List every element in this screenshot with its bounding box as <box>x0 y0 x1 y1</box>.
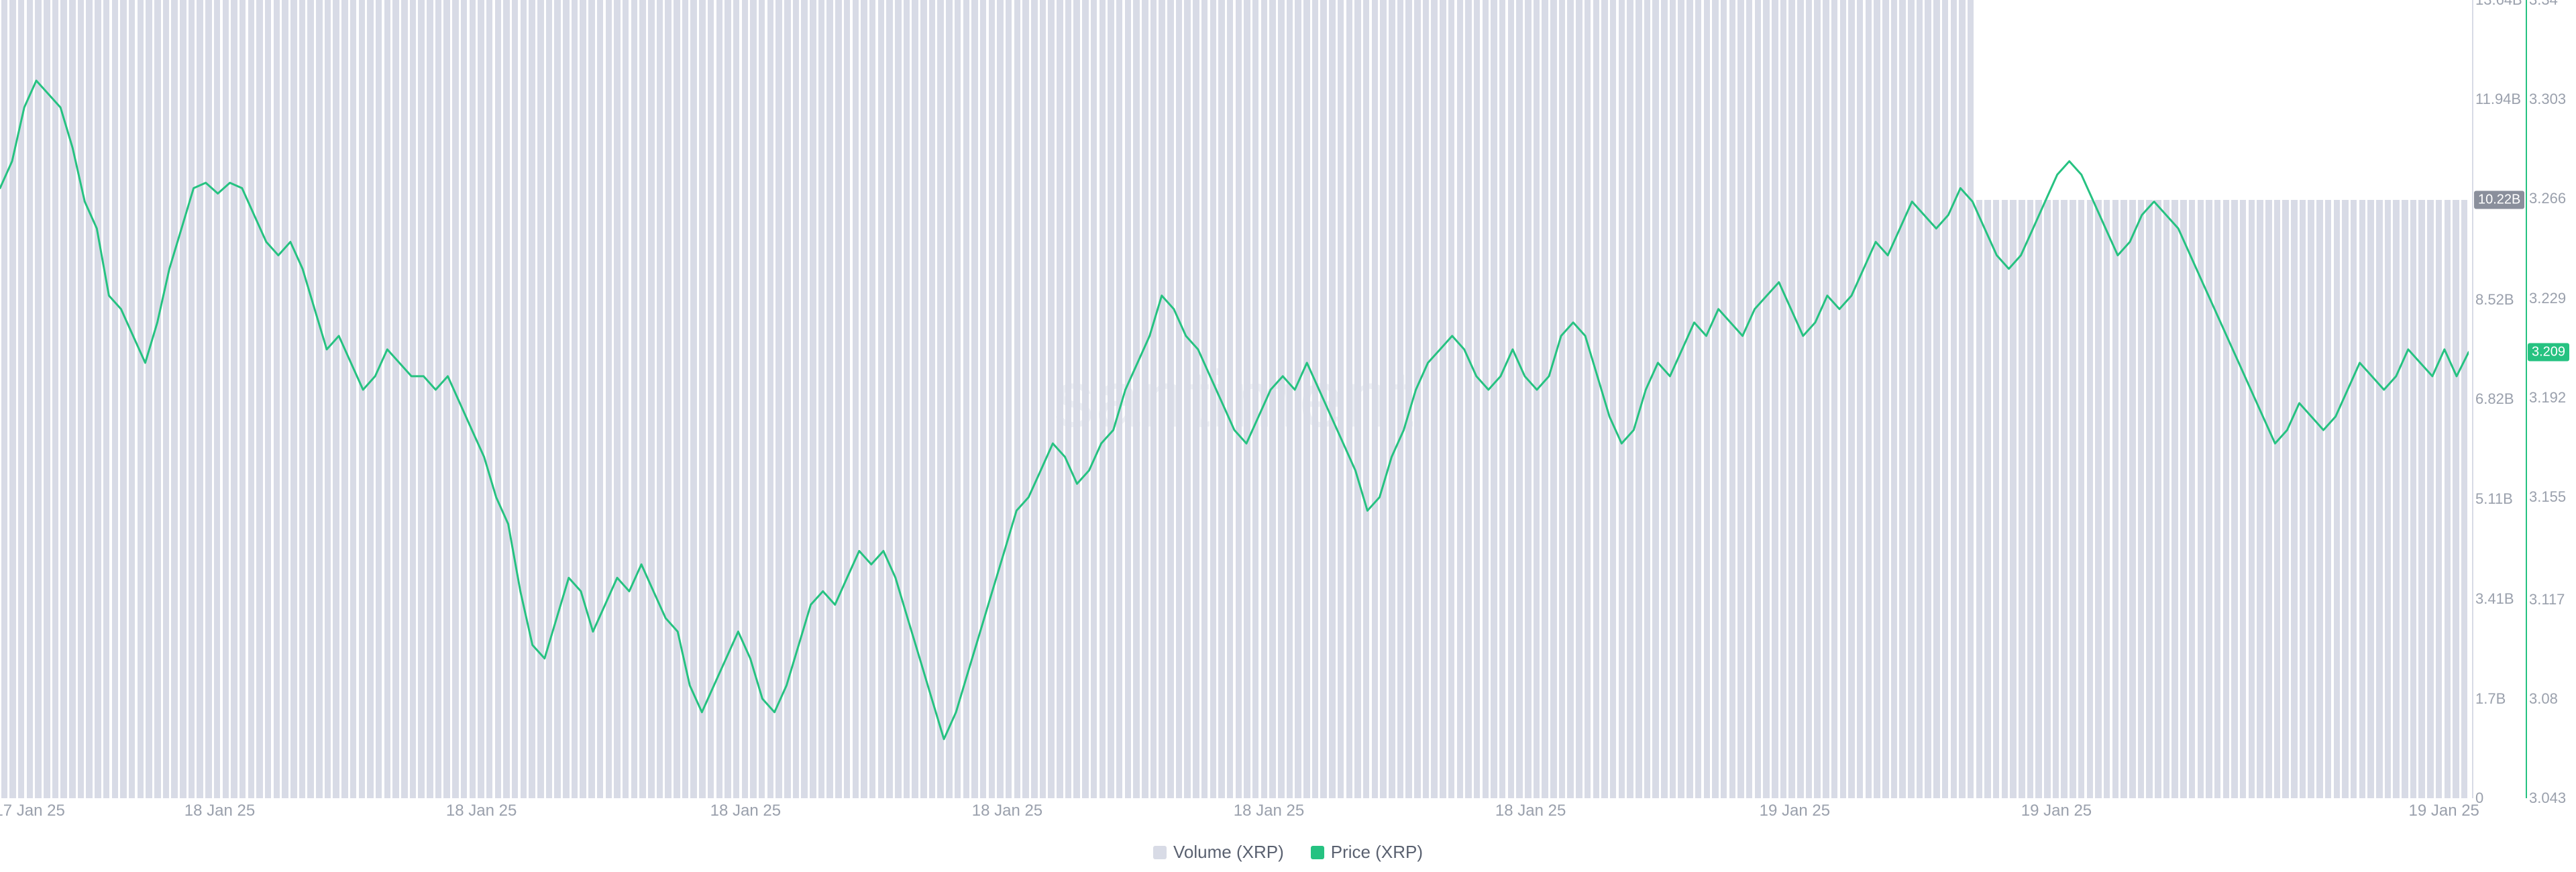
legend-swatch-volume <box>1153 846 1167 859</box>
volume-y-tick: 6.82B <box>2475 390 2514 408</box>
volume-axis-line <box>2472 0 2473 798</box>
price-y-tick: 3.043 <box>2529 789 2566 807</box>
volume-current-badge: 10.22B <box>2474 191 2524 209</box>
legend-item-volume[interactable]: Volume (XRP) <box>1153 842 1284 863</box>
x-tick: 18 Jan 25 <box>1234 802 1304 820</box>
x-tick: 18 Jan 25 <box>184 802 255 820</box>
x-tick: 19 Jan 25 <box>2408 802 2479 820</box>
plot-area[interactable]: santiment <box>0 0 2469 798</box>
x-tick: 17 Jan 25 <box>0 802 65 820</box>
price-line <box>0 0 2469 798</box>
xrp-price-volume-chart: santiment 01.7B3.41B5.11B6.82B8.52B10.22… <box>0 0 2576 872</box>
x-axis: 17 Jan 25 18 Jan 25 18 Jan 25 18 Jan 25 18 J… <box>0 802 2469 828</box>
price-y-tick: 3.192 <box>2529 389 2566 406</box>
volume-y-tick: 8.52B <box>2475 291 2514 309</box>
price-y-tick: 3.155 <box>2529 488 2566 506</box>
volume-y-tick: 11.94B <box>2475 91 2521 108</box>
price-current-badge: 3.209 <box>2528 343 2569 361</box>
price-y-tick: 3.229 <box>2529 290 2566 307</box>
legend-item-price[interactable]: Price (XRP) <box>1311 842 1423 863</box>
price-y-axis: 3.0433.083.1173.1553.1923.2293.2663.3033… <box>2529 0 2576 798</box>
price-y-tick: 3.08 <box>2529 690 2558 708</box>
x-tick: 19 Jan 25 <box>1760 802 1830 820</box>
volume-y-axis: 01.7B3.41B5.11B6.82B8.52B10.22B11.94B13.… <box>2475 0 2522 798</box>
price-axis-line <box>2526 0 2527 798</box>
x-tick: 19 Jan 25 <box>2021 802 2092 820</box>
legend-swatch-price <box>1311 846 1324 859</box>
x-tick: 18 Jan 25 <box>972 802 1042 820</box>
price-y-tick: 3.266 <box>2529 190 2566 207</box>
price-y-tick: 3.34 <box>2529 0 2558 9</box>
x-tick: 18 Jan 25 <box>710 802 781 820</box>
price-y-tick: 3.117 <box>2529 591 2565 608</box>
price-y-tick: 3.303 <box>2529 91 2566 108</box>
legend-label-price: Price (XRP) <box>1331 842 1423 863</box>
volume-y-tick: 13.64B <box>2475 0 2522 9</box>
volume-y-tick: 3.41B <box>2475 590 2514 608</box>
x-tick: 18 Jan 25 <box>446 802 517 820</box>
volume-y-tick: 5.11B <box>2475 490 2513 508</box>
x-tick: 18 Jan 25 <box>1495 802 1566 820</box>
volume-y-tick: 1.7B <box>2475 690 2506 708</box>
legend: Volume (XRP) Price (XRP) <box>1153 842 1423 863</box>
legend-label-volume: Volume (XRP) <box>1173 842 1284 863</box>
